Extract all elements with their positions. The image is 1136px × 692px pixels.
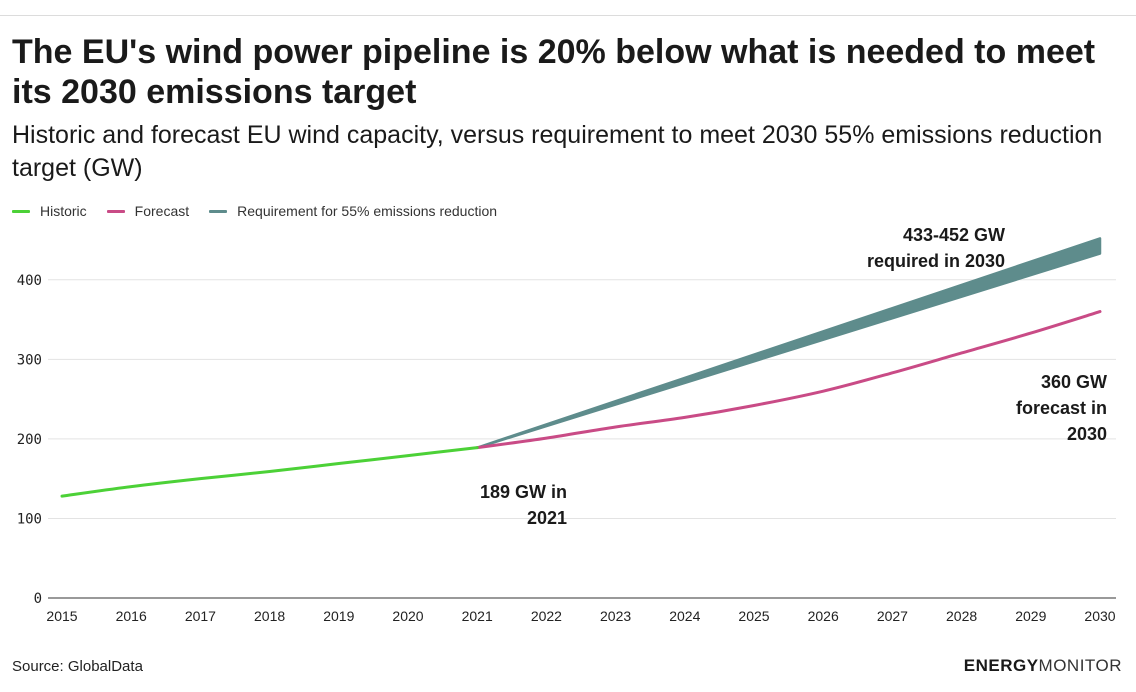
legend-label-forecast: Forecast: [134, 203, 190, 219]
x-tick-label: 2015: [46, 608, 77, 624]
brand-part-monitor: MONITOR: [1038, 656, 1122, 675]
top-divider: [0, 15, 1136, 16]
x-tick-label: 2030: [1084, 608, 1115, 624]
x-tick-label: 2027: [877, 608, 908, 624]
chart-subtitle: Historic and forecast EU wind capacity, …: [12, 121, 1103, 182]
chart-legend: Historic Forecast Requirement for 55% em…: [12, 203, 517, 219]
annotation-required-2030-line: 433-452 GW: [903, 225, 1005, 245]
annotation-forecast-2030-line: 2030: [1067, 424, 1107, 444]
x-tick-label: 2028: [946, 608, 977, 624]
y-tick-label: 200: [17, 432, 42, 448]
legend-swatch-requirement: [209, 209, 228, 213]
forecast-line: [475, 310, 1102, 450]
y-tick-label: 400: [17, 273, 42, 289]
x-tick-label: 2025: [738, 608, 769, 624]
annotation-2021-line: 2021: [527, 508, 567, 528]
legend-item-forecast: Forecast: [106, 203, 190, 219]
x-tick-label: 2023: [600, 608, 631, 624]
y-tick-label: 100: [17, 511, 42, 527]
legend-label-requirement: Requirement for 55% emissions reduction: [237, 203, 498, 219]
legend-swatch-forecast: [106, 209, 125, 213]
x-tick-label: 2026: [808, 608, 839, 624]
legend-item-historic: Historic: [12, 203, 87, 219]
x-tick-label: 2021: [462, 608, 493, 624]
x-tick-label: 2020: [392, 608, 423, 624]
legend-swatch-historic: [12, 209, 30, 213]
x-tick-label: 2022: [531, 608, 562, 624]
legend-item-requirement: Requirement for 55% emissions reduction: [209, 203, 497, 219]
y-tick-label: 0: [34, 591, 42, 607]
x-tick-label: 2019: [323, 608, 354, 624]
annotation-forecast-2030-line: 360 GW: [1041, 372, 1107, 392]
annotation-forecast-2030-line: forecast in: [1016, 398, 1107, 418]
source-note: Source: GlobalData: [12, 658, 143, 675]
chart-title: The EU's wind power pipeline is 20% belo…: [12, 33, 1096, 111]
annotation-2021-line: 189 GW in: [480, 482, 567, 502]
brand-logo: ENERGYMONITOR: [964, 656, 1122, 676]
x-tick-label: 2024: [669, 608, 700, 624]
requirement-band: [475, 237, 1102, 449]
brand-part-energy: ENERGY: [963, 656, 1039, 675]
legend-label-historic: Historic: [40, 203, 87, 219]
x-tick-label: 2029: [1015, 608, 1046, 624]
x-tick-label: 2018: [254, 608, 285, 624]
y-tick-label: 300: [17, 352, 42, 368]
x-tick-label: 2016: [116, 608, 147, 624]
historic-line: [60, 446, 479, 498]
x-tick-label: 2017: [185, 608, 216, 624]
annotation-required-2030-line: required in 2030: [867, 251, 1005, 271]
